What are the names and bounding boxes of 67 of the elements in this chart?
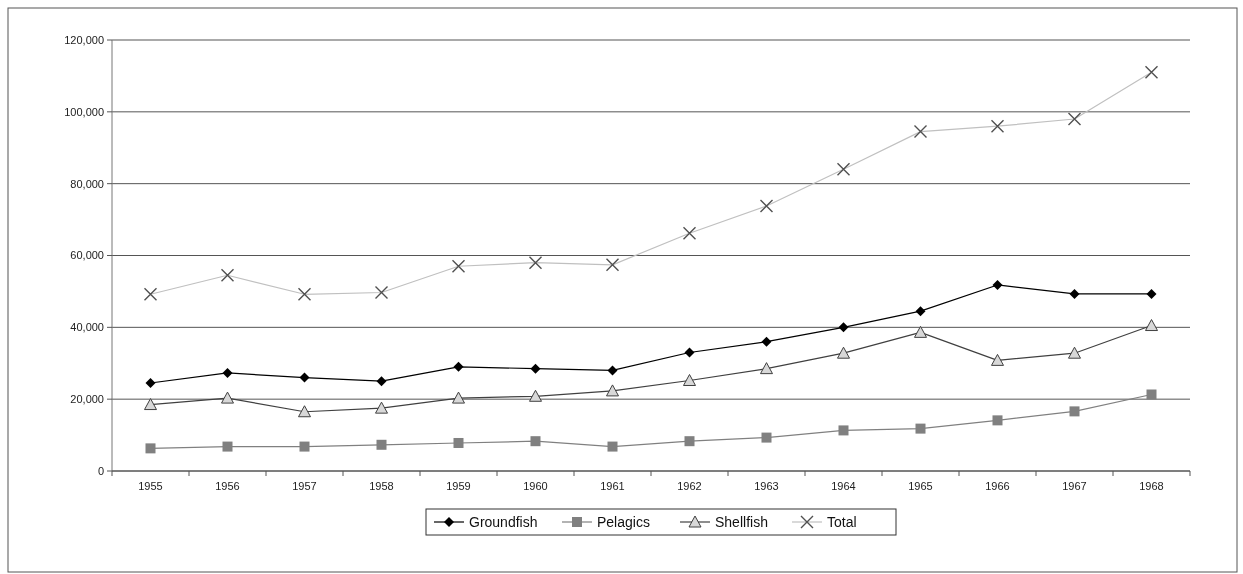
point (530, 363, 541, 374)
x-tick-label: 1956 (215, 480, 240, 492)
point (298, 405, 311, 418)
x-tick-label: 1957 (292, 480, 317, 492)
x-tick-label: 1965 (908, 480, 933, 492)
legend-label: Total (827, 513, 857, 530)
y-tick-label: 120,000 (64, 33, 104, 46)
point (761, 336, 772, 347)
point (375, 401, 388, 414)
point (914, 325, 927, 338)
x-tick-label: 1961 (600, 480, 625, 492)
point (684, 436, 695, 447)
point (453, 361, 464, 372)
legend-label: Shellfish (715, 513, 768, 530)
y-tick-label: 80,000 (70, 177, 104, 190)
point (1069, 406, 1080, 417)
x-tick-label: 1967 (1062, 480, 1087, 492)
point (529, 389, 542, 402)
legend-label: Pelagics (597, 513, 650, 530)
point (376, 439, 387, 450)
y-tick-label: 40,000 (70, 321, 104, 334)
x-tick-label: 1960 (523, 480, 548, 492)
point (144, 398, 157, 411)
x-tick-label: 1968 (1139, 480, 1164, 492)
point (376, 376, 387, 387)
point (221, 391, 234, 404)
point (761, 432, 772, 443)
point (145, 443, 156, 454)
point (1069, 288, 1080, 299)
point (607, 365, 618, 376)
point (684, 347, 695, 358)
point (992, 415, 1003, 426)
point (837, 346, 850, 359)
point (1146, 389, 1157, 400)
point (915, 423, 926, 434)
legend-label: Groundfish (469, 513, 538, 530)
point (453, 437, 464, 448)
point (607, 441, 618, 452)
x-tick-label: 1959 (446, 480, 471, 492)
point (838, 322, 849, 333)
y-tick-label: 60,000 (70, 249, 104, 262)
x-tick-label: 1955 (138, 480, 163, 492)
point (683, 373, 696, 386)
point (606, 384, 619, 397)
y-tick-label: 0 (97, 464, 104, 477)
point (991, 353, 1004, 366)
point (1145, 319, 1158, 332)
point (1068, 346, 1081, 359)
point (299, 372, 310, 383)
point (145, 378, 156, 388)
point (530, 436, 541, 447)
x-tick-label: 1964 (831, 480, 856, 492)
point (299, 441, 310, 452)
point (222, 367, 233, 378)
point (452, 391, 465, 404)
point (1146, 288, 1157, 299)
point (222, 441, 233, 452)
point (992, 279, 1003, 290)
point (915, 306, 926, 317)
point (760, 362, 773, 375)
x-tick-label: 1962 (677, 480, 702, 492)
y-tick-label: 100,000 (64, 105, 104, 118)
x-tick-label: 1963 (754, 480, 779, 492)
point (838, 425, 849, 436)
x-tick-label: 1958 (369, 480, 394, 492)
x-tick-label: 1966 (985, 480, 1010, 492)
y-tick-label: 20,000 (70, 393, 104, 406)
